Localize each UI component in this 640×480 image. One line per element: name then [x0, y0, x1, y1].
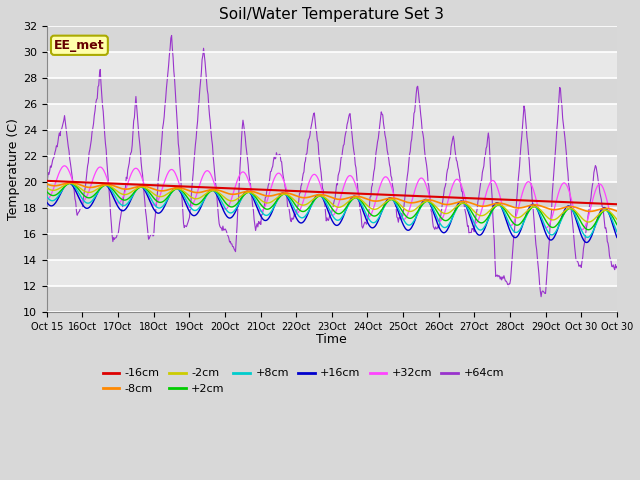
Legend: -16cm, -8cm, -2cm, +2cm, +8cm, +16cm, +32cm, +64cm: -16cm, -8cm, -2cm, +2cm, +8cm, +16cm, +3…: [99, 364, 508, 398]
Title: Soil/Water Temperature Set 3: Soil/Water Temperature Set 3: [220, 7, 444, 22]
Bar: [47, 78, 617, 104]
Bar: [47, 234, 617, 260]
Bar: [47, 26, 617, 52]
Bar: [47, 286, 617, 312]
Bar: [47, 130, 617, 156]
Y-axis label: Temperature (C): Temperature (C): [7, 118, 20, 220]
X-axis label: Time: Time: [316, 334, 347, 347]
Bar: [47, 182, 617, 208]
Text: EE_met: EE_met: [54, 39, 105, 52]
